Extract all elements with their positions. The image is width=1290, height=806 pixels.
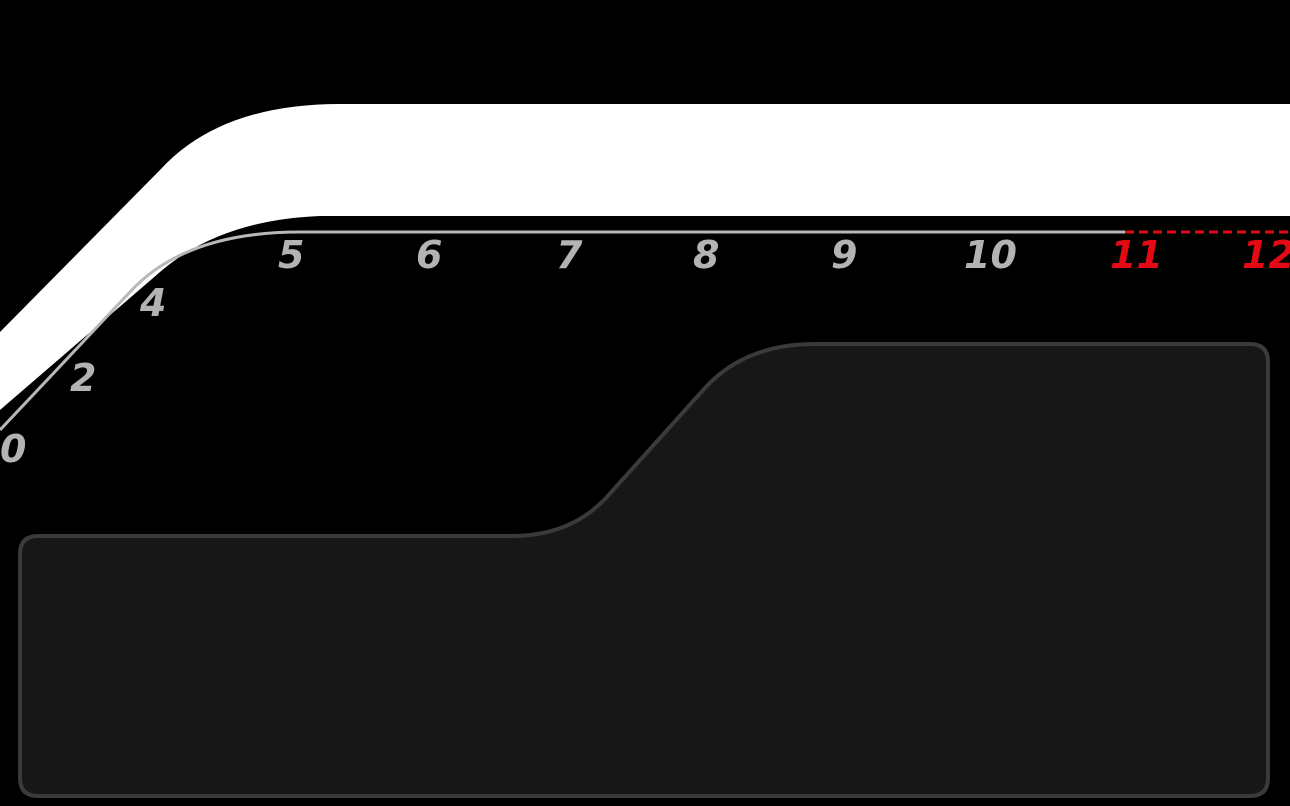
tick-label-9: 9 (831, 233, 857, 277)
tick-label-6: 6 (416, 233, 442, 277)
tick-label-2: 2 (70, 356, 96, 400)
tick-label-10: 10 (964, 233, 1017, 277)
tick-label-8: 8 (693, 233, 719, 277)
info-panel (18, 342, 1270, 798)
tick-label-0: 0 (0, 427, 26, 471)
tick-label-5: 5 (278, 233, 304, 277)
rev-band (0, 104, 1290, 410)
tach-scale-line (0, 230, 1125, 432)
tach-scale-labels: 0 2 4 5 6 7 8 9 10 11 12 (0, 233, 1290, 471)
tick-label-7: 7 (556, 233, 583, 277)
tick-label-12: 12 (1242, 233, 1290, 277)
tick-label-4: 4 (139, 281, 166, 325)
tick-label-11: 11 (1110, 233, 1163, 277)
